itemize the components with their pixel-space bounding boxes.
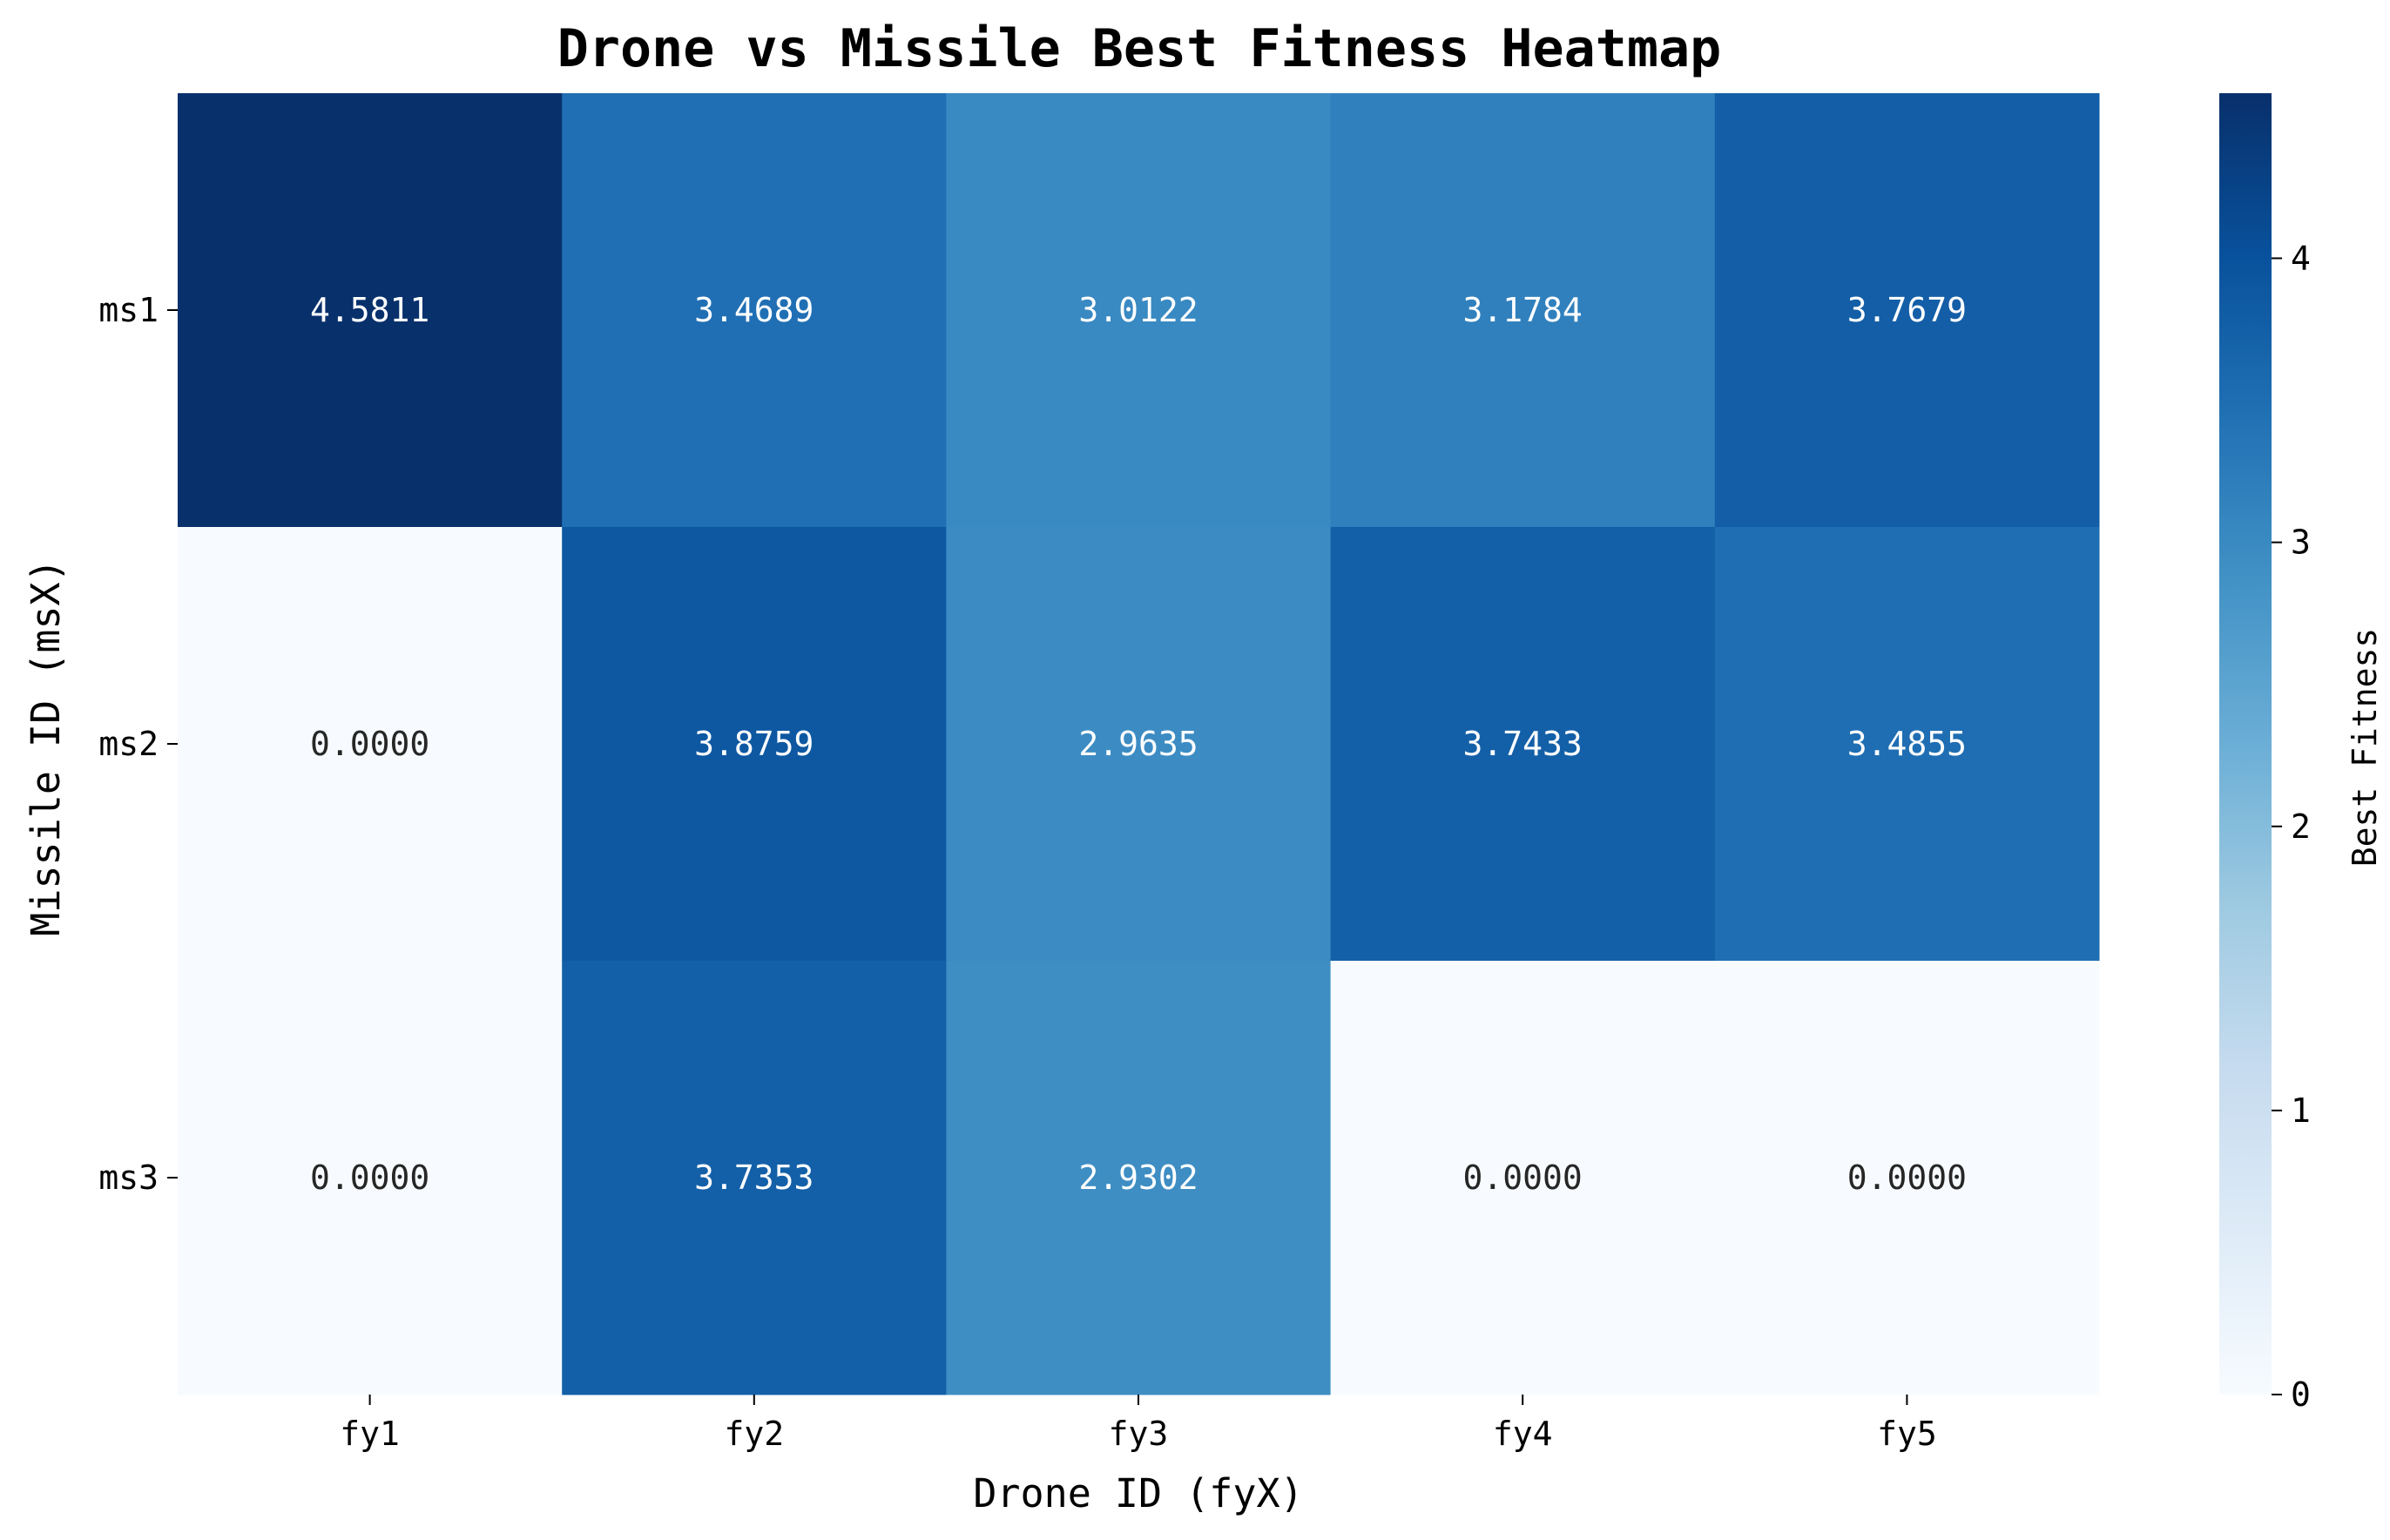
colorbar-label: Best Fitness (2346, 628, 2384, 868)
colorbar-tick-label: 2 (2291, 807, 2311, 846)
cell-value-label: 3.8759 (694, 725, 814, 763)
colorbar-tick-label: 1 (2291, 1091, 2311, 1130)
x-tick-label: fy2 (724, 1415, 784, 1453)
heatmap-cell-ms2-fy1 (178, 527, 563, 962)
chart-title: Drone vs Missile Best Fitness Heatmap (557, 18, 1722, 79)
heatmap-cell-ms1-fy5 (1714, 93, 2100, 528)
colorbar-tick-label: 0 (2291, 1375, 2311, 1414)
cell-value-label: 0.0000 (310, 1158, 429, 1197)
heatmap-cell-ms3-fy4 (1330, 961, 1716, 1395)
heatmap-cell-ms3-fy1 (178, 961, 563, 1395)
x-axis-label: Drone ID (fyX) (973, 1470, 1303, 1516)
cell-value-label: 4.5811 (310, 291, 429, 329)
cell-value-label: 3.1784 (1463, 291, 1583, 329)
y-tick-label: ms1 (98, 291, 159, 329)
cell-value-label: 3.4689 (694, 291, 814, 329)
x-axis-ticks: fy1 fy2 fy3 fy4 fy5 (340, 1395, 1937, 1453)
heatmap-cell-ms3-fy2 (562, 961, 947, 1395)
heatmap-cell-ms3-fy3 (946, 961, 1332, 1395)
cell-value-label: 2.9635 (1078, 725, 1198, 763)
heatmap-cell-ms1-fy3 (946, 93, 1332, 528)
y-axis-ticks: ms1 ms2 ms3 (98, 291, 178, 1197)
cell-value-label: 2.9302 (1078, 1158, 1198, 1197)
heatmap-cell-ms3-fy5 (1714, 961, 2100, 1395)
heatmap-cell-ms2-fy3 (946, 527, 1332, 962)
heatmap-cell-ms1-fy4 (1330, 93, 1716, 528)
heatmap-cell-labels: 4.5811 3.4689 3.0122 3.1784 3.7679 0.0000 3.87… (310, 291, 1967, 1197)
x-tick-label: fy3 (1109, 1415, 1169, 1453)
colorbar-ticks: 0 1 2 3 4 (2272, 240, 2311, 1414)
heatmap-cells (178, 93, 2100, 1395)
y-tick-label: ms2 (98, 725, 159, 763)
y-axis-label: Missile ID (msX) (23, 558, 69, 935)
cell-value-label: 0.0000 (310, 725, 429, 763)
cell-value-label: 3.4855 (1847, 725, 1967, 763)
colorbar-tick-label: 3 (2291, 523, 2311, 562)
x-tick-label: fy5 (1877, 1415, 1937, 1453)
cell-value-label: 3.7679 (1847, 291, 1967, 329)
heatmap-cell-ms1-fy1 (178, 93, 563, 528)
colorbar (2219, 93, 2272, 1395)
heatmap-cell-ms2-fy4 (1330, 527, 1716, 962)
heatmap-cell-ms1-fy2 (562, 93, 947, 528)
x-tick-label: fy4 (1493, 1415, 1553, 1453)
colorbar-tick-label: 4 (2291, 240, 2311, 278)
cell-value-label: 0.0000 (1847, 1158, 1967, 1197)
cell-value-label: 0.0000 (1463, 1158, 1583, 1197)
cell-value-label: 3.7433 (1463, 725, 1583, 763)
heatmap-cell-ms2-fy5 (1714, 527, 2100, 962)
cell-value-label: 3.0122 (1078, 291, 1198, 329)
heatmap-cell-ms2-fy2 (562, 527, 947, 962)
x-tick-label: fy1 (340, 1415, 400, 1453)
y-tick-label: ms3 (98, 1158, 159, 1197)
cell-value-label: 3.7353 (694, 1158, 814, 1197)
